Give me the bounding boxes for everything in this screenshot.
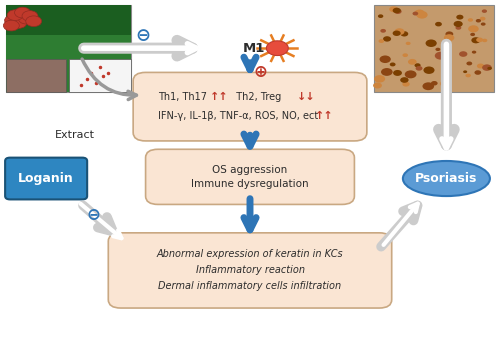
- Circle shape: [435, 22, 442, 26]
- Circle shape: [463, 70, 467, 73]
- Circle shape: [416, 11, 428, 19]
- Text: IFN-γ, IL-1β, TNF-α, ROS, NO, ect: IFN-γ, IL-1β, TNF-α, ROS, NO, ect: [158, 111, 318, 121]
- Circle shape: [459, 51, 468, 57]
- Circle shape: [404, 70, 416, 78]
- Circle shape: [373, 83, 382, 88]
- Circle shape: [390, 62, 396, 66]
- Circle shape: [394, 9, 402, 14]
- Circle shape: [14, 7, 30, 18]
- Circle shape: [378, 39, 384, 43]
- Circle shape: [416, 66, 422, 71]
- Circle shape: [378, 14, 384, 18]
- Circle shape: [440, 81, 450, 87]
- FancyBboxPatch shape: [6, 5, 130, 35]
- Circle shape: [470, 33, 475, 36]
- Circle shape: [476, 37, 483, 42]
- Text: Immune dysregulation: Immune dysregulation: [191, 179, 309, 189]
- Text: Loganin: Loganin: [18, 172, 74, 185]
- FancyBboxPatch shape: [374, 5, 494, 92]
- Circle shape: [488, 67, 492, 70]
- Circle shape: [446, 31, 454, 37]
- Text: Abnormal expression of keratin in KCs: Abnormal expression of keratin in KCs: [156, 249, 344, 259]
- Circle shape: [422, 82, 434, 90]
- FancyBboxPatch shape: [5, 158, 87, 200]
- Text: Extract: Extract: [55, 130, 95, 140]
- Circle shape: [472, 51, 476, 54]
- Circle shape: [454, 21, 462, 27]
- Circle shape: [392, 8, 401, 13]
- Circle shape: [481, 23, 486, 26]
- Ellipse shape: [403, 161, 490, 196]
- Text: ↑↑: ↑↑: [210, 92, 229, 102]
- Circle shape: [435, 52, 446, 60]
- Circle shape: [11, 18, 26, 28]
- Text: Inflammatory reaction: Inflammatory reaction: [196, 266, 304, 275]
- Circle shape: [424, 66, 434, 74]
- Circle shape: [482, 9, 487, 13]
- Circle shape: [22, 11, 38, 21]
- Circle shape: [443, 51, 448, 54]
- Circle shape: [383, 36, 391, 42]
- Circle shape: [444, 34, 454, 41]
- Circle shape: [466, 62, 472, 65]
- FancyBboxPatch shape: [6, 59, 66, 92]
- Text: M1: M1: [242, 42, 265, 55]
- Circle shape: [393, 70, 402, 76]
- FancyBboxPatch shape: [146, 149, 354, 205]
- Circle shape: [26, 16, 42, 27]
- Circle shape: [414, 63, 420, 67]
- Text: ↓↓: ↓↓: [297, 92, 316, 102]
- Circle shape: [402, 82, 409, 87]
- Circle shape: [468, 25, 478, 32]
- Circle shape: [480, 17, 486, 21]
- Circle shape: [412, 11, 418, 16]
- Text: ↑↑: ↑↑: [314, 111, 334, 121]
- FancyBboxPatch shape: [133, 72, 367, 141]
- FancyBboxPatch shape: [6, 5, 130, 92]
- Circle shape: [18, 13, 34, 24]
- Circle shape: [400, 31, 408, 36]
- FancyBboxPatch shape: [68, 59, 130, 92]
- Circle shape: [456, 15, 464, 20]
- Circle shape: [7, 10, 23, 21]
- Circle shape: [468, 18, 473, 22]
- Text: Th1, Th17: Th1, Th17: [158, 92, 210, 102]
- Circle shape: [381, 68, 392, 76]
- Text: Dermal inflammatory cells infiltration: Dermal inflammatory cells infiltration: [158, 281, 342, 292]
- Circle shape: [4, 15, 20, 26]
- Circle shape: [380, 56, 391, 63]
- Circle shape: [466, 74, 471, 77]
- Circle shape: [456, 26, 462, 30]
- Circle shape: [389, 6, 398, 12]
- Text: Psoriasis: Psoriasis: [415, 172, 478, 185]
- Circle shape: [406, 42, 410, 45]
- Circle shape: [474, 70, 481, 75]
- Circle shape: [431, 81, 438, 86]
- Circle shape: [477, 63, 484, 68]
- Circle shape: [426, 39, 436, 47]
- Circle shape: [482, 64, 492, 71]
- FancyBboxPatch shape: [6, 35, 130, 92]
- Circle shape: [400, 77, 408, 83]
- Circle shape: [476, 19, 481, 23]
- Text: ⊕: ⊕: [253, 63, 267, 81]
- Circle shape: [392, 31, 400, 36]
- Circle shape: [436, 48, 440, 51]
- Circle shape: [402, 53, 408, 57]
- Text: ⊖: ⊖: [136, 28, 150, 45]
- Circle shape: [394, 28, 404, 35]
- Circle shape: [408, 59, 416, 65]
- Text: ⊖: ⊖: [86, 206, 101, 224]
- Text: Th2, Treg: Th2, Treg: [230, 92, 284, 102]
- Circle shape: [374, 75, 385, 83]
- Circle shape: [380, 29, 386, 33]
- Circle shape: [482, 39, 488, 42]
- Text: OS aggression: OS aggression: [212, 164, 288, 175]
- FancyBboxPatch shape: [108, 233, 392, 308]
- Circle shape: [472, 37, 480, 43]
- Circle shape: [414, 9, 424, 17]
- Circle shape: [266, 41, 288, 56]
- Circle shape: [4, 20, 20, 31]
